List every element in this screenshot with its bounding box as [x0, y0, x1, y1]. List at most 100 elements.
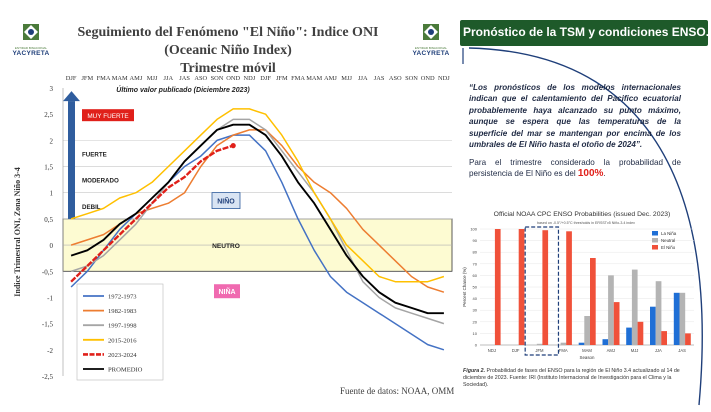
prob-y-tick-label: 60	[473, 273, 478, 278]
x-tick-label: JAS	[374, 75, 385, 82]
prob-chart-subtitle: based on -0.5°/+0.5°C thresholds in ERSS…	[537, 221, 635, 225]
prob-bar-la-niña	[650, 307, 656, 345]
x-tick-label: JJA	[164, 75, 174, 82]
x-tick-label: JJA	[358, 75, 368, 82]
prob-y-tick-label: 100	[470, 227, 477, 232]
prob-bar-la-niña	[603, 339, 609, 345]
legend-label: 1972-1973	[108, 294, 137, 301]
x-tick-label: MJJ	[147, 75, 158, 82]
prob-x-tick-label: MJJ	[631, 348, 639, 353]
caption-label: Figura 2.	[463, 368, 485, 374]
last-value-note: Último valor publicado (Diciembre 2023)	[116, 85, 250, 94]
prob-y-tick-label: 50	[473, 285, 478, 290]
x-tick-label: NDJ	[438, 75, 450, 82]
muy-fuerte-label: MUY FUERTE	[87, 113, 128, 120]
x-tick-label: NDJ	[244, 75, 256, 82]
y-tick-label: -2	[47, 347, 53, 355]
y-tick-label: 0	[50, 242, 54, 250]
prob-x-tick-label: JAS	[678, 348, 686, 353]
prob-bar-neutral	[584, 316, 590, 345]
prob-legend-label: La Niña	[661, 231, 677, 236]
x-tick-label: FMA	[291, 75, 305, 82]
x-tick-label: SON	[405, 75, 418, 82]
x-tick-label: DJF	[66, 75, 77, 82]
prob-legend-swatch	[652, 231, 658, 236]
intensity-label-fuerte: FUERTE	[82, 151, 107, 158]
forecast-header: Pronóstico de la TSM y condiciones ENSO.	[463, 25, 709, 39]
prob-x-tick-label: JFM	[535, 348, 544, 353]
prob-bar-el-niño	[685, 333, 691, 345]
y-tick-label: 2	[50, 137, 54, 145]
prob-bar-neutral	[608, 275, 614, 345]
prob-x-tick-label: DJF	[512, 348, 520, 353]
legend-label: PROMEDIO	[108, 367, 143, 374]
prob-x-tick-label: FMA	[559, 348, 568, 353]
neutro-label: NEUTRO	[212, 243, 240, 250]
prob-bar-neutral	[537, 344, 543, 345]
prob-legend-swatch	[652, 238, 658, 243]
x-tick-label: AMJ	[324, 75, 337, 82]
legend-label: 1997-1998	[108, 323, 137, 330]
prob-y-tick-label: 90	[473, 238, 478, 243]
y-tick-label: 2,5	[44, 111, 53, 119]
intensity-arrow-head-icon	[63, 91, 80, 101]
x-tick-label: MAM	[112, 75, 128, 82]
prob-bar-neutral	[680, 293, 686, 345]
prob-bar-neutral	[656, 281, 662, 345]
prob-y-tick-label: 40	[473, 296, 478, 301]
prob-bar-la-niña	[579, 343, 585, 345]
prob-bar-el-niño	[661, 331, 667, 345]
prob-bar-el-niño	[542, 230, 548, 345]
season-highlight-box	[525, 227, 558, 355]
y-tick-label: 3	[50, 85, 54, 93]
y-tick-label: -1,5	[42, 321, 54, 329]
prob-bar-el-niño	[614, 302, 620, 345]
legend-label: 2015-2016	[108, 337, 137, 344]
intensity-label-moderado: MODERADO	[82, 178, 119, 185]
x-tick-label: JFM	[276, 75, 288, 82]
legend-label: 2023-2024	[108, 352, 137, 359]
figure-caption: Figura 2. Probabilidad de fases del ENSO…	[463, 368, 689, 389]
y-tick-label: -1	[47, 294, 53, 302]
prob-x-tick-label: NDJ	[488, 348, 496, 353]
x-tick-label: JFM	[81, 75, 93, 82]
prob-legend-label: El Niño	[661, 245, 676, 250]
nino-label: NIÑO	[217, 197, 235, 206]
x-tick-label: OND	[421, 75, 435, 82]
prob-bar-neutral	[561, 343, 567, 345]
data-source-note: Fuente de datos: NOAA, OMM	[340, 386, 454, 396]
y-tick-label: -2,5	[42, 373, 54, 381]
prob-y-tick-label: 70	[473, 261, 478, 266]
prob-y-tick-label: 30	[473, 308, 478, 313]
chart-legend: 1972-1973 1982-1983 1997-1998 2015-2016 2023…	[77, 284, 163, 380]
prob-bar-la-niña	[626, 328, 632, 345]
prob-y-tick-label: 0	[475, 343, 478, 348]
x-tick-label: SON	[211, 75, 224, 82]
y-axis-title: Indice Trimestral ONI, Zona Niño 3-4	[13, 167, 22, 296]
y-tick-label: 1	[50, 190, 54, 198]
persistence-end: .	[603, 169, 605, 178]
x-tick-label: ASO	[194, 75, 207, 82]
enso-probability-chart: Official NOAA CPC ENSO Probabilities (is…	[456, 205, 711, 368]
prob-x-tick-label: AMJ	[607, 348, 615, 353]
forecast-quote: “Los pronósticos de los modelos internac…	[469, 82, 681, 150]
x-tick-label: FMA	[97, 75, 111, 82]
y-tick-label: 1,5	[44, 164, 53, 172]
nina-label: NIÑA	[218, 287, 235, 296]
prob-x-axis-title: Season	[580, 355, 595, 360]
legend-label: 1982-1983	[108, 308, 137, 315]
x-tick-label: MAM	[306, 75, 322, 82]
x-tick-label: ASO	[389, 75, 402, 82]
y-tick-label: 0,5	[44, 216, 53, 224]
x-tick-label: OND	[226, 75, 240, 82]
oni-line-chart: -2,5 -2 -1,5 -1 -0,5 0 0,5 1 1,5 2 2,5 3 Indice Trim…	[0, 0, 456, 412]
prob-bar-el-niño	[495, 229, 501, 345]
prob-bar-la-niña	[674, 293, 680, 345]
prob-legend-label: Neutral	[661, 238, 675, 243]
prob-bar-el-niño	[638, 322, 644, 345]
x-tick-label: AMJ	[130, 75, 143, 82]
caption-text: Probabilidad de fases del ENSO para la r…	[463, 368, 680, 388]
intensity-arrow-shaft	[68, 101, 75, 219]
y-tick-label: -0,5	[42, 268, 54, 276]
prob-bar-el-niño	[566, 231, 572, 345]
